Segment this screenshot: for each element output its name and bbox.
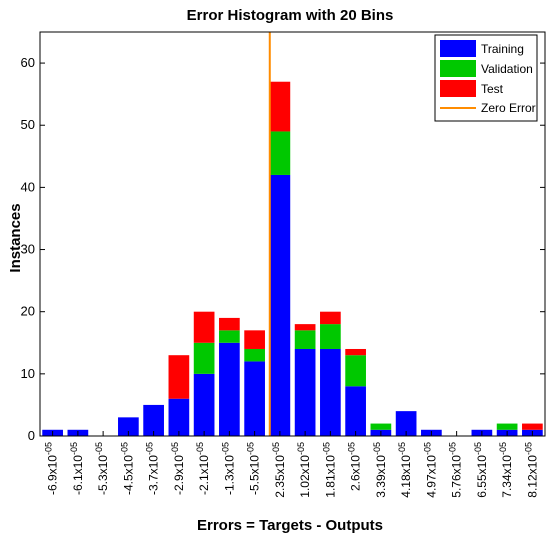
legend-label-training: Training: [481, 42, 524, 56]
bar-training-12: [345, 386, 366, 436]
xtick-label-0: -6.9x10-05: [44, 442, 60, 495]
xtick-label-11: 1.81x10-05: [321, 442, 337, 498]
xtick-label-14: 4.18x10-05: [397, 442, 413, 498]
bar-training-11: [320, 348, 341, 436]
legend: Training Validation Test Zero Error: [434, 34, 538, 122]
bar-validation-11: [320, 324, 341, 349]
legend-swatch-validation: [440, 60, 476, 77]
xtick-label-4: -3.7x10-05: [145, 442, 161, 495]
bar-validation-10: [294, 330, 316, 349]
bar-test-8: [244, 330, 265, 349]
xtick-label-5: -2.9x10-05: [170, 442, 186, 495]
bar-validation-8: [244, 348, 265, 362]
xtick-label-18: 7.34x10-05: [498, 442, 514, 498]
bar-test-6: [193, 311, 215, 343]
ytick-label-20: 20: [21, 304, 35, 319]
axes-box: [39, 31, 546, 437]
bar-test-11: [320, 311, 341, 325]
xtick-label-19: 8.12x10-05: [523, 442, 539, 498]
bar-test-5: [168, 355, 190, 399]
xtick-label-6: -2.1x10-05: [195, 442, 211, 495]
ytick-label-0: 0: [28, 428, 35, 443]
legend-label-test: Test: [481, 82, 504, 96]
bar-training-8: [244, 361, 265, 436]
ytick-label-60: 60: [21, 55, 35, 70]
legend-label-zero-error: Zero Error: [481, 101, 536, 115]
bar-validation-7: [219, 330, 240, 343]
bar-validation-13: [370, 423, 392, 430]
bar-training-14: [395, 411, 417, 436]
xtick-label-3: -4.5x10-05: [119, 442, 135, 495]
x-axis-label: Errors = Targets - Outputs: [197, 517, 383, 534]
xtick-label-9: 2.35x10-05: [271, 442, 287, 498]
ytick-label-30: 30: [21, 242, 35, 257]
chart-title: Error Histogram with 20 Bins: [187, 7, 394, 24]
xtick-label-16: 5.76x10-05: [448, 442, 464, 498]
xtick-label-2: -5.3x10-05: [94, 442, 110, 495]
bar-validation-18: [496, 423, 518, 430]
xtick-label-13: 3.39x10-05: [372, 442, 388, 498]
bar-test-10: [294, 324, 316, 331]
ytick-label-10: 10: [21, 366, 35, 381]
xtick-label-8: -5.5x10-05: [246, 442, 262, 495]
bar-test-12: [345, 348, 366, 356]
bar-training-3: [118, 417, 139, 436]
legend-label-validation: Validation: [481, 62, 533, 76]
legend-swatch-test: [440, 80, 476, 97]
bar-training-5: [168, 398, 190, 436]
bar-test-19: [522, 423, 543, 430]
bar-training-7: [219, 342, 240, 436]
xtick-label-15: 4.97x10-05: [422, 442, 438, 498]
bar-training-6: [193, 373, 215, 436]
bar-training-4: [143, 404, 164, 436]
ytick-label-40: 40: [21, 179, 35, 194]
xtick-label-17: 6.55x10-05: [473, 442, 489, 498]
bar-training-9: [269, 174, 291, 436]
ytick-label-50: 50: [21, 117, 35, 132]
xtick-label-1: -6.1x10-05: [69, 442, 85, 495]
y-axis-label: Instances: [7, 203, 24, 272]
bar-test-9: [269, 81, 291, 132]
legend-swatch-training: [440, 40, 476, 57]
bar-validation-9: [269, 131, 291, 175]
bar-validation-6: [193, 342, 215, 374]
bar-test-7: [219, 317, 240, 331]
xtick-label-10: 1.02x10-05: [296, 442, 312, 498]
bar-training-10: [294, 348, 316, 436]
xtick-label-7: -1.3x10-05: [220, 442, 236, 495]
xtick-label-12: 2.6x10-05: [347, 442, 363, 491]
bar-validation-12: [345, 355, 366, 387]
